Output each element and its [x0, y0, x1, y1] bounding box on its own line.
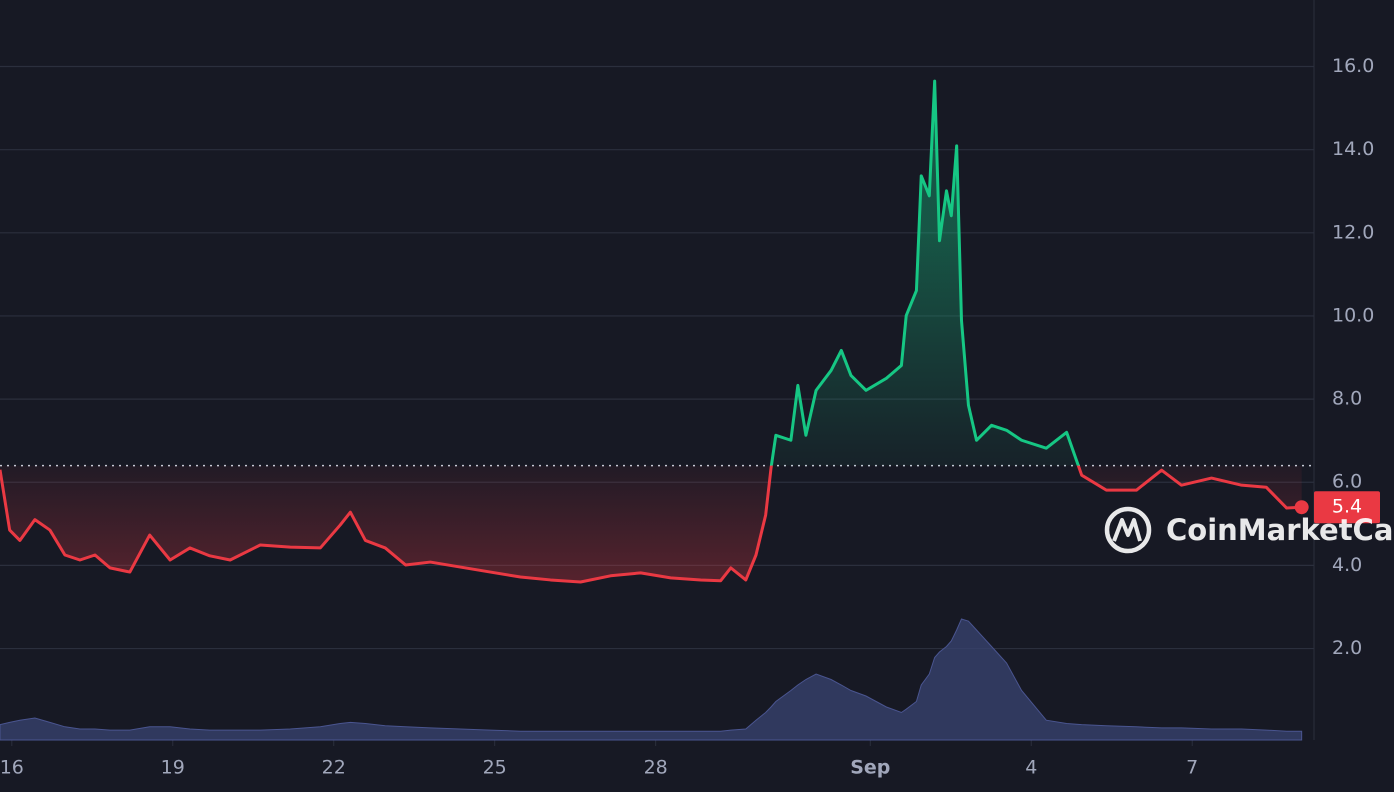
- y-tick-label: 4.0: [1332, 554, 1362, 576]
- line-up: [769, 79, 1080, 466]
- x-tick-label: 19: [161, 757, 185, 779]
- y-tick-label: 10.0: [1332, 304, 1374, 326]
- x-tick-label: 25: [483, 757, 507, 779]
- x-tick-label: 22: [322, 757, 346, 779]
- volume-area: [0, 618, 1303, 741]
- line-down: [0, 465, 1302, 584]
- y-tick-label: 16.0: [1332, 55, 1374, 77]
- x-tick-label: Sep: [850, 757, 890, 779]
- x-tick-label: 4: [1025, 757, 1037, 779]
- y-tick-label: 8.0: [1332, 388, 1362, 410]
- last-point: [1294, 500, 1309, 515]
- watermark: CoinMarketCap: [1166, 513, 1394, 547]
- area-down: [0, 465, 1302, 583]
- x-tick-label: 28: [644, 757, 668, 779]
- price-tag: [1314, 491, 1380, 524]
- y-tick-label: 14.0: [1332, 138, 1374, 160]
- y-tick-label: 2.0: [1332, 637, 1362, 659]
- watermark-logo: [1104, 506, 1152, 554]
- y-tick-label: 12.0: [1332, 221, 1374, 243]
- x-tick-label: 7: [1186, 757, 1198, 779]
- y-tick-label: 6.0: [1332, 471, 1362, 493]
- x-tick-label: 16: [0, 757, 24, 779]
- price-tag-label: 5.4: [1332, 496, 1362, 518]
